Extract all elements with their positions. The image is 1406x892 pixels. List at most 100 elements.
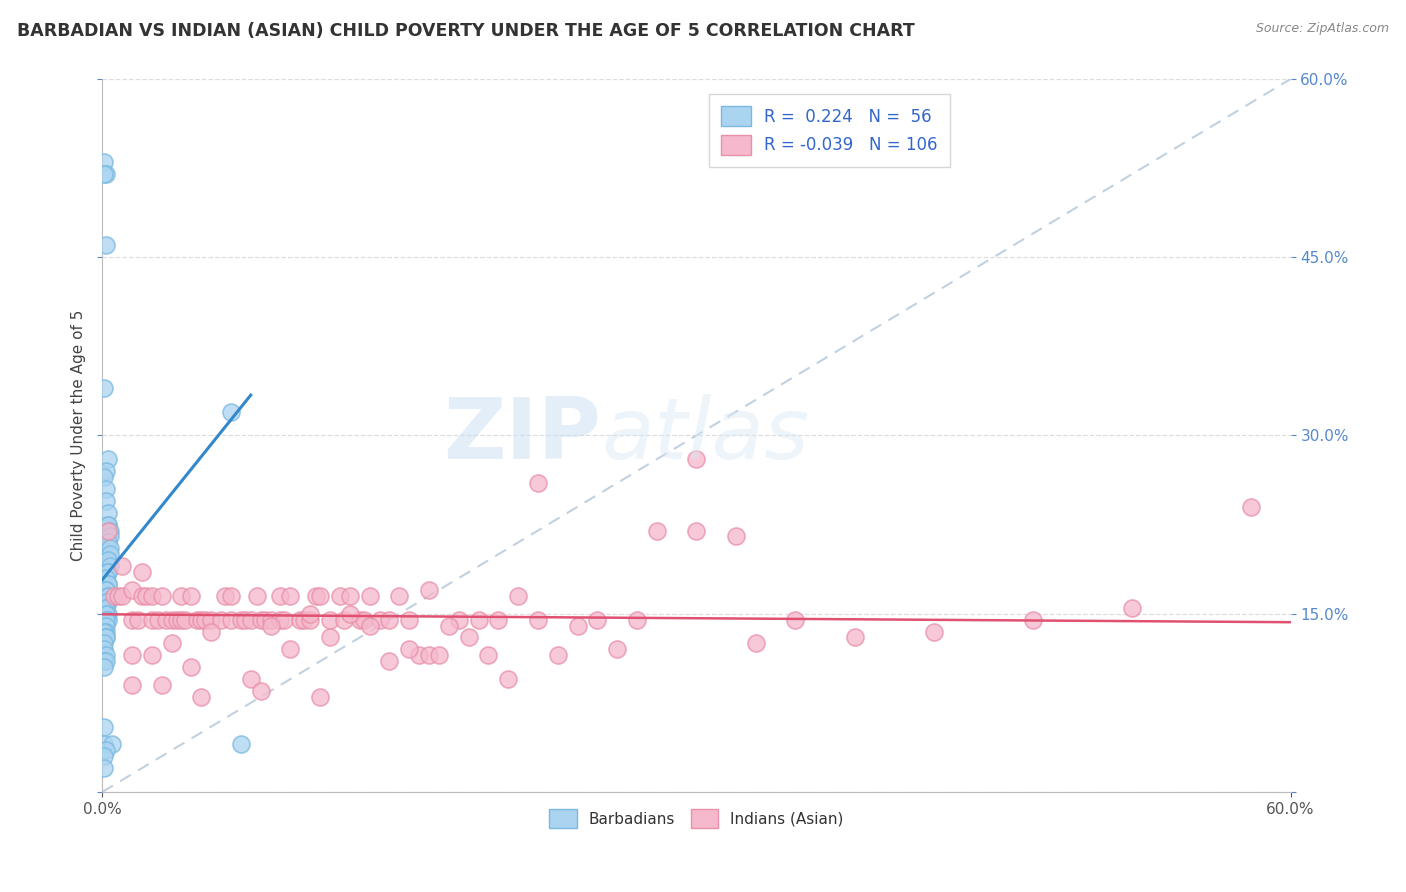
Point — [447, 613, 470, 627]
Point — [606, 642, 628, 657]
Point — [567, 618, 589, 632]
Point — [586, 613, 609, 627]
Point — [269, 613, 291, 627]
Point — [93, 381, 115, 395]
Point — [305, 589, 328, 603]
Point — [121, 582, 143, 597]
Point — [457, 631, 479, 645]
Point — [96, 631, 118, 645]
Point — [96, 631, 118, 645]
Legend: Barbadians, Indians (Asian): Barbadians, Indians (Asian) — [543, 804, 849, 834]
Point — [96, 582, 118, 597]
Point — [349, 613, 371, 627]
Point — [96, 624, 118, 639]
Point — [190, 690, 212, 704]
Point — [209, 613, 232, 627]
Point — [280, 589, 302, 603]
Point — [93, 167, 115, 181]
Point — [150, 678, 173, 692]
Point — [97, 452, 120, 467]
Point — [96, 464, 118, 478]
Point — [398, 642, 420, 657]
Point — [97, 565, 120, 579]
Point — [97, 613, 120, 627]
Point — [388, 589, 411, 603]
Point — [101, 738, 124, 752]
Point — [219, 405, 242, 419]
Point — [96, 493, 118, 508]
Point — [280, 642, 302, 657]
Point — [111, 559, 134, 574]
Point — [299, 607, 322, 621]
Point — [96, 600, 118, 615]
Point — [190, 613, 212, 627]
Point — [97, 565, 120, 579]
Point — [253, 613, 276, 627]
Point — [527, 475, 550, 490]
Point — [97, 595, 120, 609]
Point — [150, 589, 173, 603]
Point — [107, 589, 129, 603]
Point — [170, 613, 193, 627]
Point — [309, 589, 332, 603]
Point — [103, 589, 125, 603]
Point — [299, 613, 322, 627]
Text: atlas: atlas — [602, 394, 810, 477]
Text: BARBADIAN VS INDIAN (ASIAN) CHILD POVERTY UNDER THE AGE OF 5 CORRELATION CHART: BARBADIAN VS INDIAN (ASIAN) CHILD POVERT… — [17, 22, 915, 40]
Point — [174, 613, 197, 627]
Point — [96, 582, 118, 597]
Point — [93, 738, 115, 752]
Point — [437, 618, 460, 632]
Point — [626, 613, 648, 627]
Point — [353, 613, 375, 627]
Point — [745, 636, 768, 650]
Point — [98, 559, 121, 574]
Point — [233, 613, 256, 627]
Point — [97, 577, 120, 591]
Point — [219, 613, 242, 627]
Point — [96, 648, 118, 663]
Point — [155, 613, 177, 627]
Point — [685, 452, 707, 467]
Point — [333, 613, 356, 627]
Point — [170, 589, 193, 603]
Point — [121, 678, 143, 692]
Point — [259, 613, 281, 627]
Point — [239, 672, 262, 686]
Point — [194, 613, 217, 627]
Point — [97, 517, 120, 532]
Point — [200, 613, 222, 627]
Point — [93, 749, 115, 764]
Point — [645, 524, 668, 538]
Point — [93, 155, 115, 169]
Point — [922, 624, 945, 639]
Point — [785, 613, 807, 627]
Point — [141, 613, 163, 627]
Point — [418, 582, 440, 597]
Point — [477, 648, 499, 663]
Point — [166, 613, 188, 627]
Point — [219, 589, 242, 603]
Point — [309, 690, 332, 704]
Point — [93, 470, 115, 484]
Point — [273, 613, 295, 627]
Point — [93, 761, 115, 775]
Point — [121, 648, 143, 663]
Point — [319, 613, 342, 627]
Point — [200, 624, 222, 639]
Point — [97, 517, 120, 532]
Text: Source: ZipAtlas.com: Source: ZipAtlas.com — [1256, 22, 1389, 36]
Point — [141, 648, 163, 663]
Point — [427, 648, 450, 663]
Point — [97, 524, 120, 538]
Point — [249, 613, 271, 627]
Point — [96, 238, 118, 252]
Point — [131, 565, 153, 579]
Point — [93, 660, 115, 674]
Point — [339, 607, 361, 621]
Point — [844, 631, 866, 645]
Point — [329, 589, 352, 603]
Point — [97, 535, 120, 549]
Point — [96, 600, 118, 615]
Point — [229, 738, 252, 752]
